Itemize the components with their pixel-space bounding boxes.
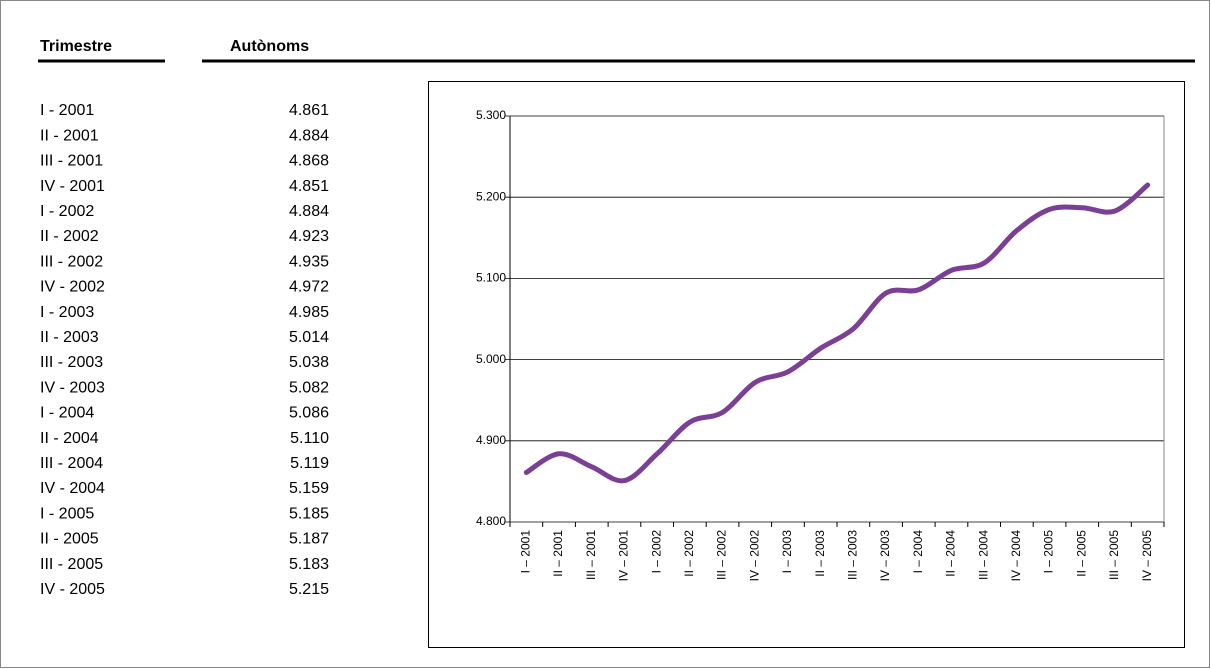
row-value: 5.187 xyxy=(289,531,329,548)
y-tick-label: 5.200 xyxy=(476,189,506,203)
y-tick-label: 4.900 xyxy=(476,433,506,447)
row-label: II - 2001 xyxy=(40,127,99,144)
row-value: 5.119 xyxy=(290,455,329,472)
row-value: 4.935 xyxy=(289,253,329,270)
row-value: 5.215 xyxy=(289,581,329,598)
row-label: I - 2002 xyxy=(40,203,94,220)
x-tick-label: II – 2001 xyxy=(551,530,565,577)
row-value: 4.972 xyxy=(289,279,329,296)
row-label: II - 2003 xyxy=(40,329,99,346)
x-tick-label: IV – 2005 xyxy=(1140,530,1154,582)
row-label: III - 2001 xyxy=(40,153,103,170)
row-label: I - 2005 xyxy=(40,505,94,522)
x-tick-label: I – 2001 xyxy=(519,530,533,574)
column-header: Autònoms xyxy=(230,38,309,55)
x-tick-label: II – 2004 xyxy=(944,530,958,577)
row-value: 4.884 xyxy=(289,203,329,220)
y-tick-label: 5.300 xyxy=(476,108,506,122)
row-label: IV - 2005 xyxy=(40,581,105,598)
row-label: IV - 2001 xyxy=(40,178,105,195)
row-label: I - 2001 xyxy=(40,102,94,119)
x-tick-label: I – 2005 xyxy=(1042,530,1056,574)
row-label: III - 2003 xyxy=(40,354,103,371)
y-tick-label: 5.000 xyxy=(476,352,506,366)
x-tick-label: II – 2002 xyxy=(682,530,696,577)
row-label: IV - 2004 xyxy=(40,480,105,497)
y-tick-label: 5.100 xyxy=(476,271,506,285)
row-value: 5.082 xyxy=(289,379,329,396)
row-label: I - 2004 xyxy=(40,405,94,422)
row-value: 4.923 xyxy=(289,228,329,245)
row-label: IV - 2003 xyxy=(40,379,105,396)
x-tick-label: III – 2003 xyxy=(846,530,860,580)
row-label: II - 2005 xyxy=(40,531,99,548)
row-label: III - 2005 xyxy=(40,556,103,573)
row-label: I - 2003 xyxy=(40,304,94,321)
x-tick-label: I – 2004 xyxy=(911,530,925,574)
x-tick-label: I – 2002 xyxy=(649,530,663,574)
x-tick-label: III – 2004 xyxy=(976,530,990,580)
x-tick-label: III – 2005 xyxy=(1107,530,1121,580)
row-value: 5.086 xyxy=(289,405,329,422)
row-label: II - 2004 xyxy=(40,430,99,447)
x-tick-label: IV – 2001 xyxy=(617,530,631,582)
row-label: IV - 2002 xyxy=(40,279,105,296)
line-series xyxy=(523,182,1151,484)
x-tick-label: I – 2003 xyxy=(780,530,794,574)
row-value: 4.851 xyxy=(289,178,329,195)
chart-frame xyxy=(428,81,1185,648)
x-tick-label: II – 2005 xyxy=(1074,530,1088,577)
row-label: II - 2002 xyxy=(40,228,99,245)
x-tick-label: III – 2001 xyxy=(584,530,598,580)
x-tick-label: III – 2002 xyxy=(715,530,729,580)
row-value: 5.159 xyxy=(289,480,329,497)
row-value: 5.110 xyxy=(290,430,329,447)
row-value: 5.038 xyxy=(289,354,329,371)
row-value: 4.985 xyxy=(289,304,329,321)
row-label: III - 2004 xyxy=(40,455,103,472)
x-tick-label: IV – 2004 xyxy=(1009,530,1023,582)
row-value: 4.861 xyxy=(289,102,329,119)
column-header: Trimestre xyxy=(40,38,112,55)
row-value: 5.185 xyxy=(289,505,329,522)
x-tick-label: IV – 2003 xyxy=(878,530,892,582)
row-value: 5.183 xyxy=(289,556,329,573)
row-label: III - 2002 xyxy=(40,253,103,270)
row-value: 4.884 xyxy=(289,127,329,144)
row-value: 4.868 xyxy=(289,153,329,170)
y-tick-label: 4.800 xyxy=(476,514,506,528)
x-tick-label: IV – 2002 xyxy=(747,530,761,582)
row-value: 5.014 xyxy=(289,329,329,346)
x-tick-label: II – 2003 xyxy=(813,530,827,577)
